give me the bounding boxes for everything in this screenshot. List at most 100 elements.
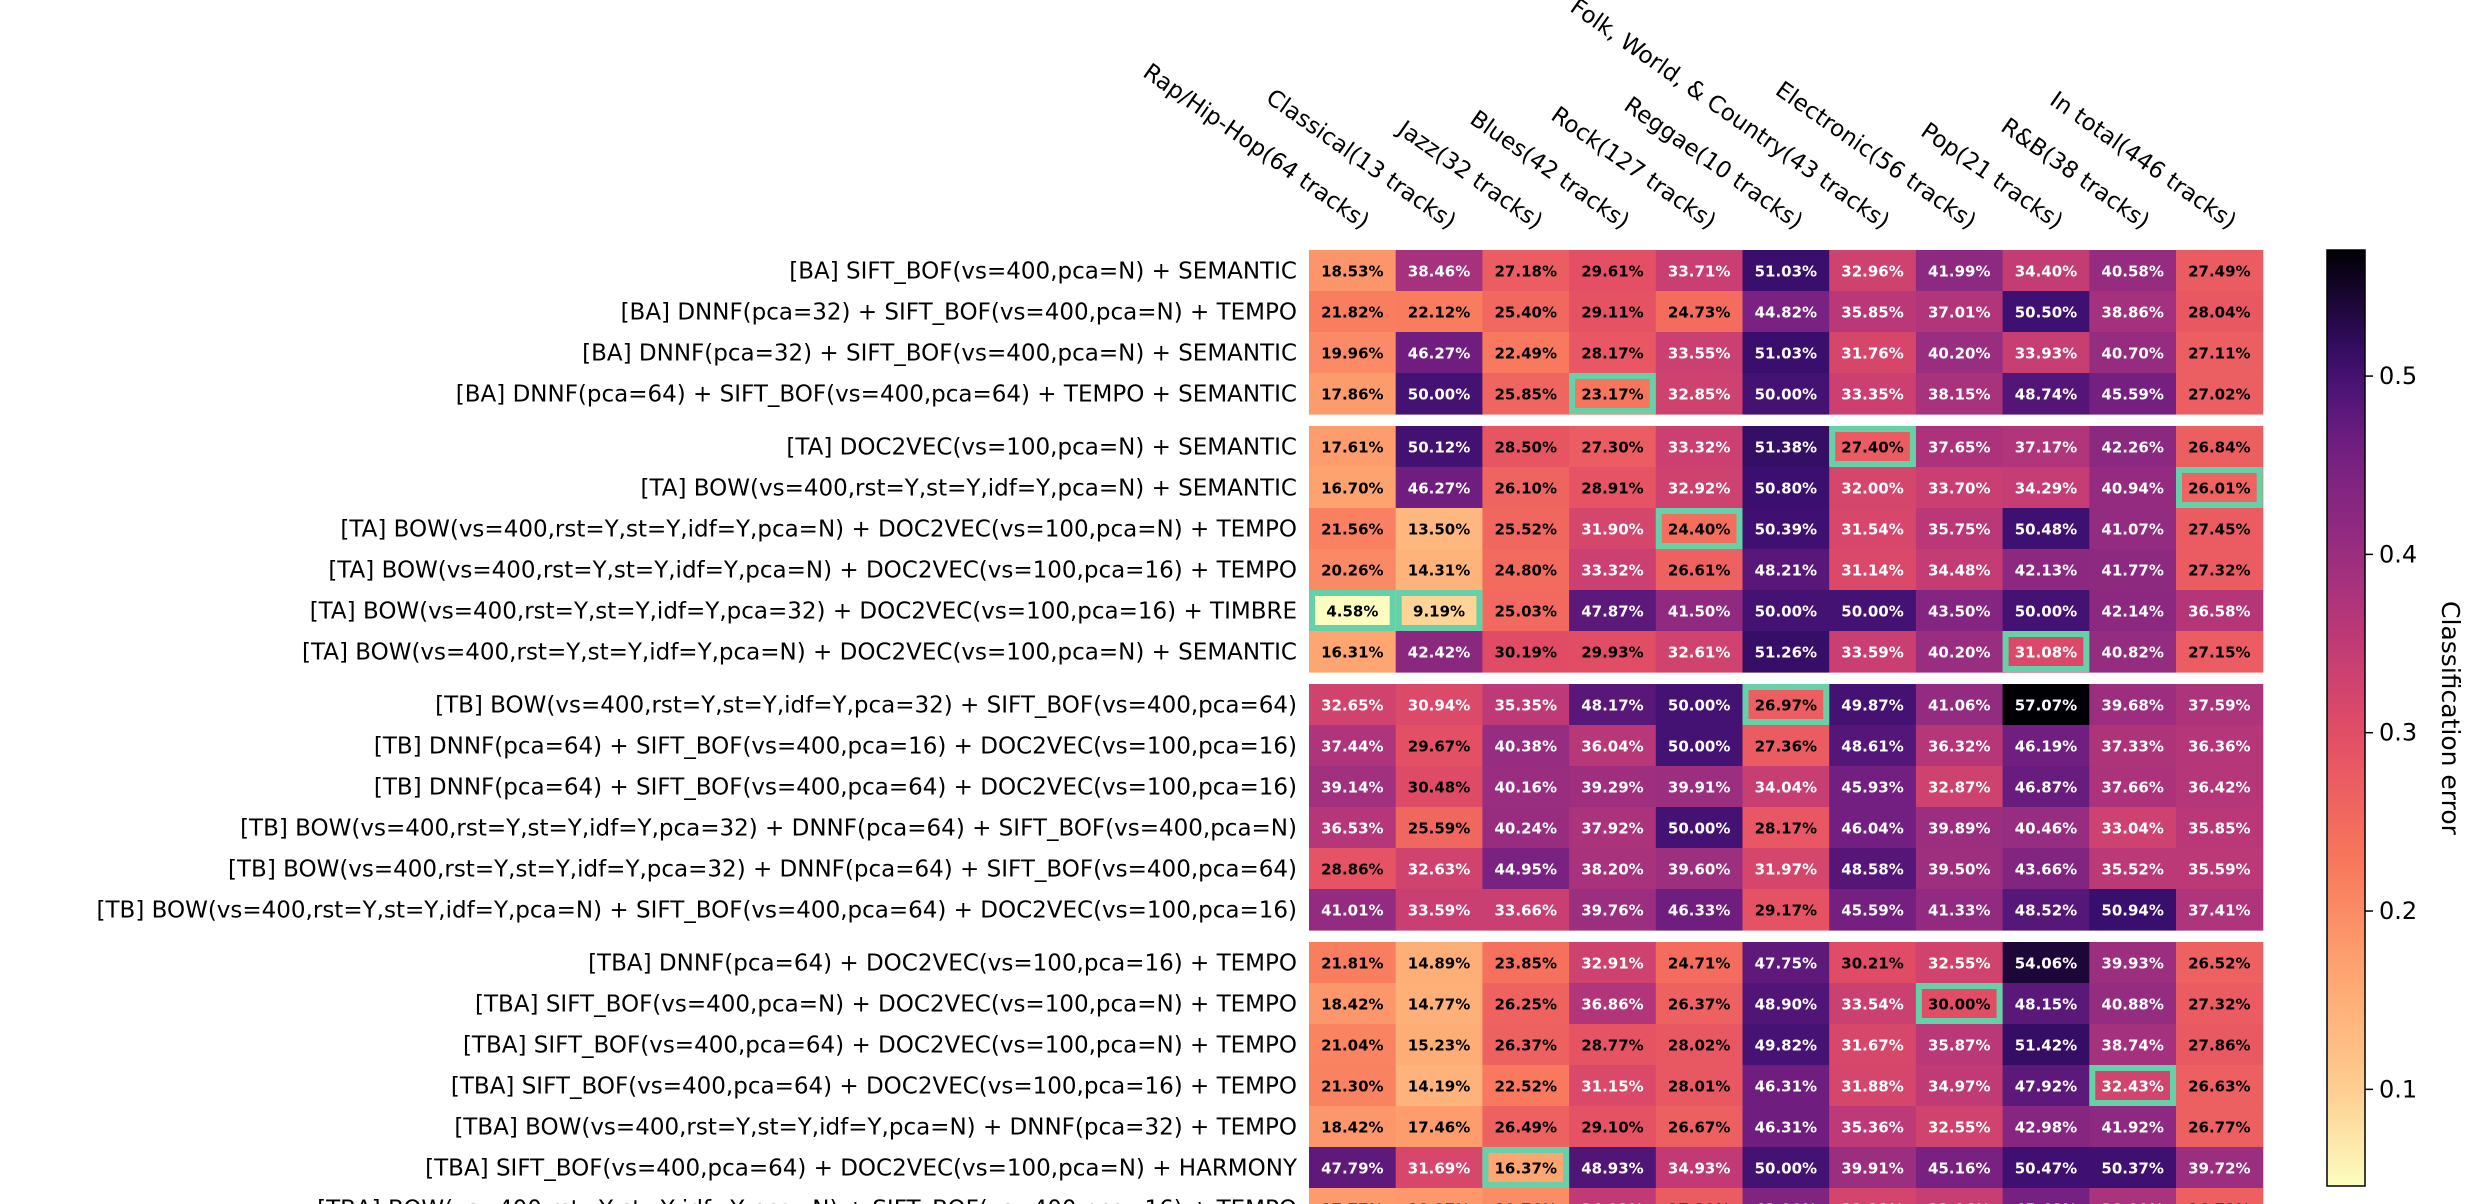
heatmap-cell [1482, 725, 1570, 767]
cell-value-label: 46.04% [1841, 820, 1903, 838]
heatmap-cell [1655, 373, 1744, 415]
cell-value-label: 22.49% [1495, 345, 1557, 363]
cell-value-label: 26.52% [2188, 955, 2250, 973]
row-label: [TB] BOW(vs=400,rst=Y,st=Y,idf=Y,pca=32)… [228, 857, 1297, 883]
cell-value-label: 43.66% [2015, 861, 2077, 879]
cell-value-label: 27.39% [1668, 1201, 1730, 1204]
row-label: [TA] BOW(vs=400,rst=Y,st=Y,idf=Y,pca=32)… [310, 599, 1297, 625]
cell-value-label: 16.37% [1495, 1160, 1557, 1178]
cell-value-label: 29.17% [1755, 902, 1817, 920]
cell-value-label: 28.01% [1668, 1078, 1730, 1096]
heatmap-cell [2089, 1024, 2177, 1066]
heatmap-cell [1915, 1106, 2004, 1148]
cell-value-label: 30.48% [1408, 779, 1470, 797]
heatmap-cell [1482, 291, 1570, 333]
cell-value-label: 48.90% [1755, 996, 1817, 1014]
heatmap-cell [2002, 1024, 2090, 1066]
column-label: Jazz(32 tracks) [1391, 115, 1547, 235]
cell-value-label: 39.68% [2101, 697, 2163, 715]
cell-value-label: 39.93% [2101, 955, 2163, 973]
cell-value-label: 26.67% [1668, 1119, 1730, 1137]
heatmap-cell [1395, 1024, 1483, 1066]
column-label: R&B(38 tracks) [1996, 113, 2154, 235]
cell-value-label: 27.11% [2188, 345, 2250, 363]
cell-value-label: 33.54% [1841, 996, 1903, 1014]
heatmap-cell [1482, 1106, 1570, 1148]
cell-value-label: 50.50% [2015, 304, 2077, 322]
cell-value-label: 34.93% [1668, 1160, 1730, 1178]
cell-value-label: 35.85% [1841, 304, 1903, 322]
heatmap-cell [1395, 1065, 1483, 1107]
cell-value-label: 40.70% [2101, 345, 2163, 363]
heatmap-cell [1915, 983, 2004, 1025]
cell-value-label: 27.32% [2188, 562, 2250, 580]
cell-value-label: 27.02% [2188, 386, 2250, 404]
cell-value-label: 50.00% [1755, 603, 1817, 621]
highlight-box [2002, 631, 2090, 672]
cell-value-label: 39.91% [1841, 1160, 1903, 1178]
cell-value-label: 51.03% [1755, 263, 1817, 281]
cell-value-label: 34.40% [2015, 263, 2077, 281]
cell-value-label: 37.66% [2101, 779, 2163, 797]
cell-value-label: 32.65% [1321, 697, 1383, 715]
heatmap-cell [2002, 1106, 2090, 1148]
heatmap-cell [1482, 684, 1570, 726]
row-label: [TB] BOW(vs=400,rst=Y,st=Y,idf=Y,pca=32)… [240, 816, 1297, 842]
cell-value-label: 35.85% [2188, 820, 2250, 838]
cell-value-label: 51.38% [1755, 439, 1817, 457]
heatmap-cell [2089, 1065, 2177, 1107]
row-label: [TB] DNNF(pca=64) + SIFT_BOF(vs=400,pca=… [374, 734, 1297, 760]
heatmap-cell [2002, 332, 2090, 374]
row-labels: [BA] SIFT_BOF(vs=400,pca=N) + SEMANTIC [B… [97, 259, 1298, 1204]
cell-value-label: 35.87% [1928, 1037, 1990, 1055]
heatmap-cell [1309, 1106, 1397, 1148]
cell-value-label: 27.36% [1755, 738, 1817, 756]
row-label: [BA] DNNF(pca=32) + SIFT_BOF(vs=400,pca=… [621, 300, 1297, 326]
heatmap-cell [1655, 807, 1744, 849]
cell-value-label: 35.36% [1841, 1119, 1903, 1137]
heatmap-cell [1395, 291, 1483, 333]
heatmap-cell [1742, 807, 1830, 849]
highlight-box [1915, 983, 2003, 1024]
heatmap-cell [2176, 549, 2264, 591]
heatmap-cell [1655, 631, 1744, 673]
cell-value-label: 38.00% [2101, 1201, 2163, 1204]
heatmap-cell [1915, 426, 2004, 468]
heatmap-cell [2176, 1024, 2264, 1066]
heatmap-cell [1829, 1065, 1917, 1107]
cell-value-label: 47.79% [1321, 1160, 1383, 1178]
cell-value-label: 33.59% [1841, 644, 1903, 662]
row-label: [BA] DNNF(pca=64) + SIFT_BOF(vs=400,pca=… [456, 382, 1297, 408]
heatmap-cell [1569, 549, 1657, 591]
cell-value-label: 46.27% [1408, 345, 1470, 363]
heatmap-cell [1569, 426, 1657, 468]
heatmap-cell [1569, 467, 1657, 509]
heatmap-cell [1742, 467, 1830, 509]
cell-value-label: 41.01% [1321, 902, 1383, 920]
cell-value-label: 31.67% [1841, 1037, 1903, 1055]
heatmap-cell [1829, 1024, 1917, 1066]
highlight-box [1395, 590, 1483, 631]
cell-value-label: 42.13% [2015, 562, 2077, 580]
heatmap-cell [2176, 373, 2264, 415]
heatmap-cell [2002, 983, 2090, 1025]
cell-value-label: 31.14% [1841, 562, 1903, 580]
heatmap-cell [1742, 373, 1830, 415]
heatmap-cell [2089, 426, 2177, 468]
heatmap-cell [1829, 1147, 1917, 1189]
cell-value-label: 30.00% [1928, 996, 1990, 1014]
cell-value-label: 36.36% [2188, 738, 2250, 756]
cell-value-label: 45.93% [1841, 779, 1903, 797]
cell-value-label: 47.92% [2015, 1078, 2077, 1096]
heatmap-cell [1482, 250, 1570, 292]
heatmap-cell [2089, 684, 2177, 726]
heatmap-cell [1742, 291, 1830, 333]
cell-value-label: 26.63% [2188, 1078, 2250, 1096]
heatmap-cell [2002, 508, 2090, 550]
cell-value-label: 40.82% [2101, 644, 2163, 662]
heatmap-cell [2089, 467, 2177, 509]
heatmap-cell [1655, 1024, 1744, 1066]
cell-value-label: 26.84% [2188, 439, 2250, 457]
heatmap-cell [1742, 684, 1830, 726]
cell-value-label: 41.06% [1928, 697, 1990, 715]
